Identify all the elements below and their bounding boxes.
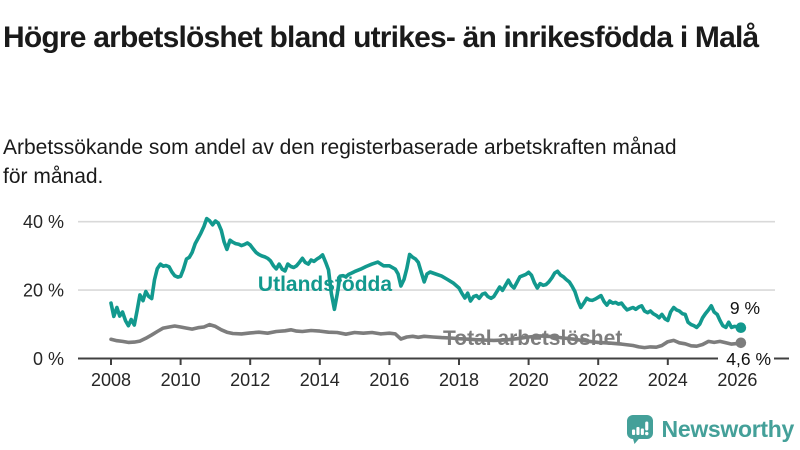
y-axis-label-20: 20 %	[23, 281, 64, 301]
y-axis-label-40: 40 %	[23, 212, 64, 232]
x-axis-label-2016: 2016	[369, 370, 409, 390]
end-value-label: 9 %	[730, 298, 760, 318]
y-axis-label-0: 0 %	[33, 349, 64, 369]
x-axis-label-2008: 2008	[91, 370, 131, 390]
x-axis-label-2022: 2022	[578, 370, 618, 390]
series-label: Utlandsfödda	[258, 273, 392, 296]
x-axis-label-2024: 2024	[648, 370, 688, 390]
end-value-label: 4,6 %	[726, 349, 771, 369]
end-label-backing	[718, 350, 774, 369]
x-axis-label-2026: 2026	[717, 370, 757, 390]
chart-line-utlandsfodda	[109, 216, 743, 330]
x-axis-label-2018: 2018	[439, 370, 479, 390]
x-axis-label-2014: 2014	[300, 370, 340, 390]
x-axis-label-2012: 2012	[230, 370, 270, 390]
endpoint-dot	[735, 322, 747, 334]
chart-subtitle: Arbetssökande som andel av den registerb…	[3, 136, 677, 188]
chart-line-total	[109, 322, 743, 350]
x-axis-label-2020: 2020	[509, 370, 549, 390]
newsworthy-logo: Newsworthy	[626, 414, 794, 444]
series-label: Total arbetslöshet	[443, 327, 622, 350]
endpoint-dot	[735, 337, 747, 349]
newsworthy-icon	[626, 415, 653, 444]
page-title: Högre arbetslöshet bland utrikes- än inr…	[3, 21, 759, 55]
brand-name: Newsworthy	[661, 415, 795, 442]
x-axis-label-2010: 2010	[161, 370, 201, 390]
